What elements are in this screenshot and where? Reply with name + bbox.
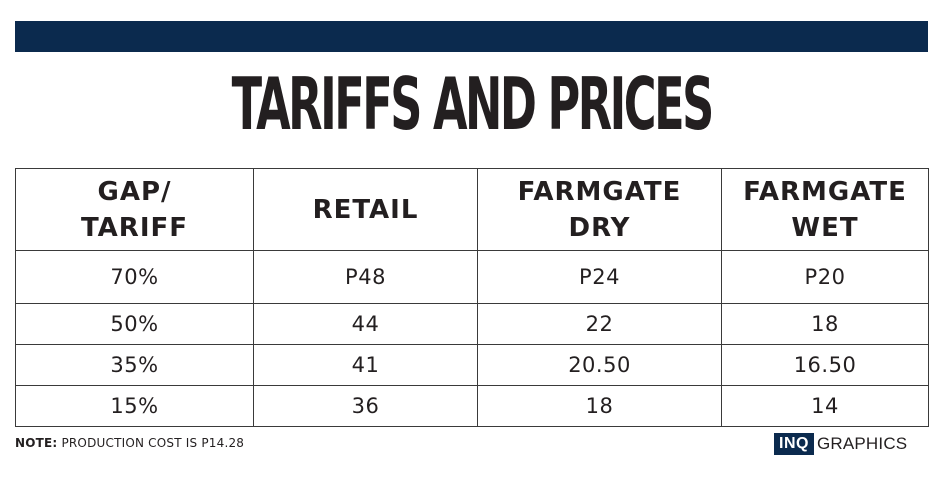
column-header-line: RETAIL — [312, 194, 419, 225]
table-cell: 36 — [253, 385, 478, 427]
logo-mark: INQ — [774, 433, 814, 455]
chart-title: TARIFFS AND PRICES — [231, 62, 715, 146]
footnote-label: NOTE: — [15, 436, 58, 450]
table-cell: 16.50 — [721, 344, 929, 386]
table-row: 35% 41 20.50 16.50 — [15, 344, 929, 386]
table-row: 15% 36 18 14 — [15, 385, 929, 427]
column-header-retail: RETAIL — [253, 168, 478, 251]
footnote: NOTE: PRODUCTION COST IS P14.28 — [15, 436, 244, 450]
table-row: 50% 44 22 18 — [15, 303, 929, 345]
column-header-farmgate-wet: FARMGATE WET — [721, 168, 929, 251]
table-cell: 20.50 — [477, 344, 722, 386]
column-header-line: FARMGATE — [743, 176, 907, 207]
table-cell: 22 — [477, 303, 722, 345]
table-cell: 44 — [253, 303, 478, 345]
table-cell: P48 — [253, 250, 478, 304]
footnote-text: PRODUCTION COST IS P14.28 — [57, 436, 245, 450]
table-cell: 18 — [721, 303, 929, 345]
table-cell: 70% — [15, 250, 254, 304]
column-header-line: FARMGATE — [517, 176, 682, 207]
column-header-farmgate-dry: FARMGATE DRY — [477, 168, 722, 251]
table-cell: 50% — [15, 303, 254, 345]
column-header-gap-tariff: GAP/ TARIFF — [15, 168, 254, 251]
table-header-row: GAP/ TARIFF RETAIL FARMGATE DRY FARMGATE… — [15, 168, 929, 251]
table-cell: P20 — [721, 250, 929, 304]
column-header-line: TARIFF — [80, 212, 189, 243]
data-table: GAP/ TARIFF RETAIL FARMGATE DRY FARMGATE… — [15, 168, 929, 427]
column-header-line: WET — [791, 212, 859, 243]
table-row: 70% P48 P24 P20 — [15, 250, 929, 304]
column-header-line: GAP/ — [97, 176, 172, 207]
header-banner — [15, 21, 928, 52]
table-cell: 35% — [15, 344, 254, 386]
logo-text: GRAPHICS — [816, 434, 908, 453]
inq-graphics-logo: INQ GRAPHICS — [774, 432, 907, 456]
table-cell: 15% — [15, 385, 254, 427]
table-cell: 14 — [721, 385, 929, 427]
table-cell: 18 — [477, 385, 722, 427]
column-header-line: DRY — [568, 212, 631, 243]
table-cell: P24 — [477, 250, 722, 304]
table-cell: 41 — [253, 344, 478, 386]
